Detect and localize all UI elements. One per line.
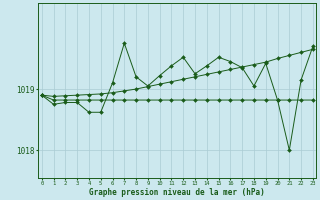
X-axis label: Graphe pression niveau de la mer (hPa): Graphe pression niveau de la mer (hPa) [90,188,265,197]
